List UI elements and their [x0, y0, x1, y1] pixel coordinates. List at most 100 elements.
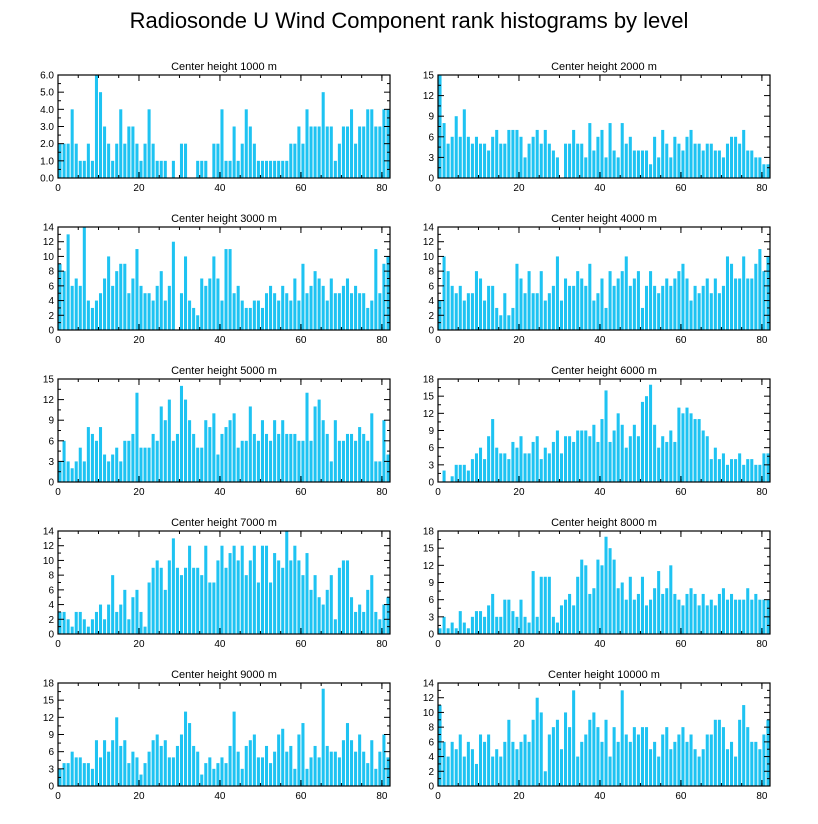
histogram-bar — [588, 436, 592, 482]
histogram-bar — [86, 427, 90, 482]
histogram-bar — [697, 419, 701, 482]
histogram-bar — [273, 160, 277, 178]
histogram-bar — [458, 464, 462, 482]
histogram-bar — [523, 616, 527, 634]
x-tick-label: 40 — [594, 639, 606, 650]
histogram-bar — [244, 440, 248, 482]
histogram-bar — [273, 293, 277, 330]
histogram-bar — [713, 719, 717, 786]
histogram-bar — [171, 440, 175, 482]
histogram-bar — [624, 143, 628, 178]
histogram-bar — [362, 433, 366, 482]
histogram-bar — [232, 413, 236, 482]
histogram-bar — [742, 256, 746, 330]
histogram-bar — [693, 419, 697, 482]
histogram-bar — [572, 690, 576, 786]
histogram-bar — [478, 611, 483, 634]
x-tick-label: 80 — [376, 183, 388, 194]
histogram-bar — [252, 143, 256, 178]
histogram-bar — [366, 763, 370, 786]
histogram-bar — [220, 433, 224, 482]
histogram-bar — [738, 278, 742, 330]
histogram-bar — [454, 464, 458, 482]
histogram-bar — [147, 582, 151, 634]
histogram-bar — [483, 741, 487, 786]
histogram-bar — [438, 705, 442, 786]
y-tick-label: 15 — [43, 696, 55, 707]
panel-title: Center height 10000 m — [548, 669, 660, 681]
histogram-bar — [535, 129, 539, 178]
histogram-bar — [358, 734, 362, 786]
histogram-bar — [62, 763, 66, 786]
histogram-bar — [531, 719, 535, 786]
histogram-bar — [325, 433, 329, 482]
histogram-bar — [681, 605, 685, 634]
histogram-bar — [362, 751, 366, 786]
histogram-bar — [208, 582, 212, 634]
histogram-bar — [313, 575, 317, 634]
histogram-bar — [446, 756, 450, 786]
histogram-bar — [470, 749, 474, 786]
histogram-bar — [317, 597, 321, 634]
histogram-bar — [341, 740, 345, 786]
histogram-bar — [107, 256, 111, 330]
histogram-bar — [681, 150, 685, 178]
histogram-bar — [264, 745, 269, 786]
histogram-bar — [454, 628, 458, 634]
histogram-bar — [277, 300, 281, 330]
histogram-bar — [329, 751, 333, 786]
histogram-bar — [580, 143, 584, 178]
histogram-bar — [143, 293, 147, 330]
histogram-bar — [616, 741, 620, 786]
histogram-bar — [584, 157, 588, 178]
histogram-bar — [374, 126, 378, 178]
y-tick-label: 2 — [48, 311, 54, 322]
histogram-bar — [742, 705, 746, 786]
histogram-bar — [200, 278, 204, 330]
histogram-bar — [681, 727, 685, 786]
x-tick-label: 80 — [756, 639, 768, 650]
histogram-bar — [462, 464, 466, 482]
histogram-bar — [628, 741, 632, 786]
y-tick-label: 6 — [428, 281, 434, 292]
histogram-bar — [248, 740, 252, 786]
histogram-bar — [636, 436, 640, 482]
x-tick-label: 20 — [513, 183, 525, 194]
histogram-bar — [70, 626, 74, 634]
histogram-bar — [236, 751, 240, 786]
histogram-bar — [669, 565, 673, 634]
histogram-bar — [127, 293, 131, 330]
histogram-bar — [260, 420, 264, 482]
histogram-bar — [151, 300, 155, 330]
histogram-bar — [596, 559, 600, 634]
histogram-bar — [507, 719, 511, 786]
histogram-bar — [572, 605, 576, 634]
histogram-bar — [600, 565, 604, 634]
histogram-bar — [260, 757, 264, 786]
x-tick-label: 0 — [435, 639, 441, 650]
histogram-bar — [458, 611, 462, 634]
x-tick-label: 0 — [55, 639, 61, 650]
histogram-bar — [717, 593, 721, 634]
histogram-bar — [107, 461, 111, 482]
histogram-bar — [159, 406, 163, 482]
panel-title: Center height 1000 m — [171, 61, 277, 73]
histogram-bar — [632, 727, 636, 786]
histogram-bar — [474, 453, 478, 482]
histogram-bar — [519, 599, 523, 634]
panel-title: Center height 8000 m — [551, 517, 657, 529]
histogram-bar — [442, 741, 446, 786]
histogram-bar — [269, 582, 273, 634]
histogram-bar — [713, 447, 717, 482]
histogram-bar — [721, 588, 725, 634]
histogram-bar — [228, 249, 232, 330]
histogram-bar — [171, 241, 175, 330]
histogram-bar — [608, 441, 612, 482]
histogram-bar — [277, 560, 281, 634]
histogram-bar — [143, 143, 147, 178]
histogram-bar — [309, 589, 313, 634]
y-tick-label: 15 — [423, 544, 435, 555]
histogram-bar — [301, 143, 305, 178]
panel-title: Center height 5000 m — [171, 365, 277, 377]
